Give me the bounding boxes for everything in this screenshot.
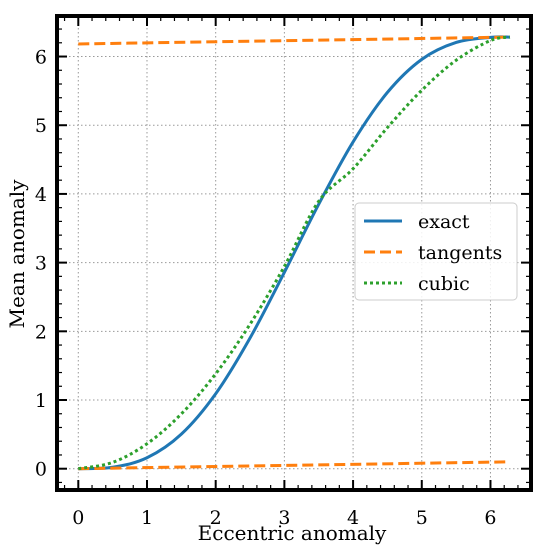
legend-box	[354, 202, 518, 301]
series-exact-line	[78, 35, 510, 471]
series-tangents-line-0	[78, 460, 510, 471]
legend-exact-label: exact	[418, 211, 470, 233]
x-tick-label: 0	[72, 507, 84, 529]
y-tick-label: 0	[35, 459, 47, 481]
y-tick-label: 5	[35, 115, 47, 137]
y-tick-label: 6	[35, 47, 47, 69]
series-layer	[78, 35, 511, 471]
x-tick-label: 1	[141, 507, 153, 529]
series-tangents-line-1	[78, 35, 510, 46]
y-tick-label: 4	[35, 184, 47, 206]
x-tick-label: 5	[416, 507, 428, 529]
x-tick-label: 6	[484, 507, 496, 529]
legend-cubic-label: cubic	[418, 273, 470, 295]
y-tick-label: 2	[35, 321, 47, 343]
y-tick-label: 3	[35, 253, 47, 275]
y-tick-label: 1	[35, 390, 47, 412]
legend-tangents-label: tangents	[418, 242, 502, 264]
x-tick-label: 4	[347, 507, 359, 529]
legend: exact tangents cubic	[354, 202, 518, 301]
series-cubic-line	[78, 35, 511, 471]
x-axis-label: Eccentric anomaly	[198, 521, 387, 545]
x-tick-label: 3	[278, 507, 290, 529]
plot-frame	[55, 14, 533, 492]
x-tick-label: 2	[210, 507, 222, 529]
y-axis-label: Mean anomaly	[5, 179, 29, 329]
